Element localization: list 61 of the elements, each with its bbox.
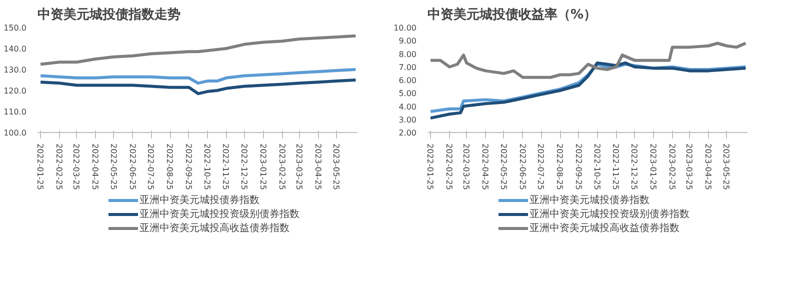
x-tick-label: 2023-05-25	[332, 144, 341, 190]
x-tick-label: 2022-06-25	[518, 144, 527, 190]
legend-label: 亚洲中资美元城投债券指数	[530, 194, 650, 207]
x-tick-label: 2022-03-25	[72, 144, 81, 190]
y-tick-label: 120.0	[4, 86, 27, 96]
x-tick-label: 2022-05-25	[108, 144, 118, 190]
line-series	[39, 68, 358, 85]
y-tick-label: 150.0	[4, 24, 27, 32]
x-tick-label: 2022-10-25	[592, 144, 602, 190]
y-tick-label: 4.00	[398, 102, 416, 112]
y-tick-label: 140.0	[4, 44, 27, 54]
x-tick-label: 2022-12-25	[240, 144, 249, 190]
x-tick-label: 2023-01-25	[258, 144, 268, 190]
x-tick-label: 2022-11-25	[611, 144, 620, 190]
x-tick-label: 2022-04-25	[480, 144, 490, 190]
x-tick-label: 2022-07-25	[146, 144, 156, 190]
x-tick-label: 2022-09-25	[574, 144, 583, 190]
x-tick-label: 2022-11-25	[221, 144, 230, 190]
x-tick-label: 2022-05-25	[498, 144, 508, 190]
y-tick-label: 8.00	[398, 50, 416, 59]
chart-title: 中资美元城投债指数走势	[38, 6, 180, 22]
x-tick-label: 2023-03-25	[684, 144, 694, 190]
x-tick-label: 2022-02-25	[54, 144, 64, 190]
x-tick-label: 2022-08-25	[165, 144, 174, 190]
x-tick-label: 2022-06-25	[128, 144, 137, 190]
x-tick-label: 2022-04-25	[90, 144, 100, 190]
x-tick-label: 2022-10-25	[202, 144, 212, 190]
x-tick-label: 2022-01-25	[36, 144, 45, 190]
x-tick-label: 2022-07-25	[536, 144, 546, 190]
y-tick-label: 7.00	[398, 62, 416, 72]
x-tick-label: 2023-04-25	[313, 144, 322, 190]
legend-label: 亚洲中资美元城投债券指数	[140, 194, 260, 207]
line-series	[429, 42, 748, 79]
x-tick-label: 2022-08-25	[555, 144, 564, 190]
y-tick-label: 10.00	[394, 24, 417, 32]
legend-label: 亚洲中资美元城投投资级别债券指数	[140, 208, 300, 221]
chart-title: 中资美元城投债收益率（%）	[428, 6, 597, 22]
y-tick-label: 9.00	[398, 36, 416, 46]
line-series	[39, 78, 358, 96]
y-tick-label: 110.0	[4, 108, 27, 116]
y-tick-label: 100.0	[4, 128, 27, 138]
y-tick-label: 3.00	[398, 115, 416, 124]
x-tick-label: 2023-02-25	[277, 144, 286, 190]
y-tick-label: 5.00	[398, 89, 416, 98]
x-tick-label: 2022-09-25	[184, 144, 193, 190]
y-tick-label: 6.00	[398, 76, 416, 85]
x-tick-label: 2022-01-25	[426, 144, 435, 190]
x-tick-label: 2023-04-25	[703, 144, 712, 190]
legend-label: 亚洲中资美元城投高收益债券指数	[140, 222, 290, 235]
x-tick-label: 2022-03-25	[462, 144, 471, 190]
x-tick-label: 2023-05-25	[722, 144, 731, 190]
y-tick-label: 130.0	[4, 66, 27, 74]
legend-label: 亚洲中资美元城投高收益债券指数	[530, 222, 680, 235]
x-tick-label: 2022-02-25	[444, 144, 454, 190]
y-tick-label: 2.00	[398, 128, 416, 138]
x-tick-label: 2023-02-25	[667, 144, 676, 190]
legend-label: 亚洲中资美元城投投资级别债券指数	[530, 208, 690, 221]
x-tick-label: 2023-03-25	[294, 144, 304, 190]
x-tick-label: 2022-12-25	[630, 144, 639, 190]
line-series	[39, 34, 358, 66]
x-tick-label: 2023-01-25	[648, 144, 658, 190]
